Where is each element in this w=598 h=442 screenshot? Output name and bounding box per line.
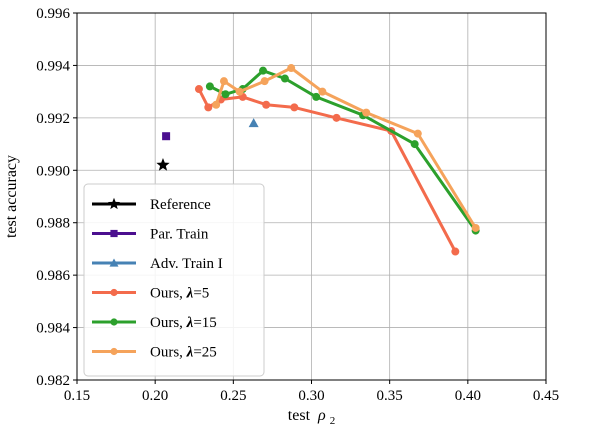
data-point [235,87,244,96]
ticks: 0.15 0.20 0.25 0.30 0.35 0.40 0.45 0.982 0.984 0.… [36,6,559,404]
legend-entry: Par. Train [92,227,209,243]
x-tick-label: 0.35 [377,388,403,404]
x-tick-label: 0.15 [64,388,90,404]
x-axis-label-text: test [288,407,311,424]
lambda-symbol: λ [186,286,194,302]
x-tick-label: 0.20 [142,388,168,404]
legend-label: Ours, λ=25 [150,345,217,361]
x-tick-label: 0.40 [455,388,481,404]
legend-marker [108,197,120,210]
data-point [410,140,419,149]
lambda-symbol: λ [186,345,194,361]
series-0 [156,158,170,171]
data-point [259,66,268,75]
series-4 [205,66,480,235]
x-axis-label-subscript: 2 [330,415,336,427]
data-point [332,113,341,122]
y-tick-label: 0.996 [36,6,70,22]
data-point [162,132,171,141]
y-tick-label: 0.990 [36,163,70,179]
legend-marker [110,229,118,238]
legend-label: Par. Train [150,227,209,243]
legend-label-text: Par. Train [150,227,209,243]
data-point [194,85,203,94]
legend-label-text: Reference [150,197,211,213]
y-tick-label: 0.988 [36,216,70,232]
series-layer [156,64,480,256]
data-point [205,82,214,91]
legend-entry: Reference [92,197,211,213]
y-tick-label: 0.982 [36,373,70,389]
legend-entry: Adv. Train I [92,256,223,272]
legend-marker [110,288,118,297]
data-point [262,100,271,109]
data-point [248,118,259,128]
data-point [219,77,228,86]
data-point [287,64,296,73]
legend-label: Adv. Train I [150,256,223,272]
lambda-symbol: λ [186,315,194,331]
legend-label: Ours, λ=15 [150,315,217,331]
data-point [260,77,269,86]
data-point [312,92,321,101]
legend-marker [110,318,118,326]
data-point [451,247,460,256]
y-tick-label: 0.994 [36,58,70,74]
y-tick-label: 0.992 [36,111,70,127]
data-point [413,129,422,138]
data-point [318,87,327,96]
x-tick-label: 0.45 [533,388,559,404]
legend-entry: Ours, λ=5 [92,286,209,302]
legend-label-text: Ours, [150,315,187,331]
y-tick-label: 0.986 [36,268,70,284]
legend-label-value: =5 [193,286,209,302]
legend-marker [109,258,119,267]
x-axis-label: test ρ 2 [288,407,335,427]
data-point [156,158,170,171]
data-point [204,103,213,112]
legend-label: Reference [150,197,211,213]
x-axis-label-symbol: ρ [317,407,326,424]
data-point [212,100,221,109]
legend-label-value: =25 [193,345,216,361]
legend-label-text: Adv. Train I [150,256,223,272]
legend-entry: Ours, λ=15 [92,315,217,331]
data-point [471,223,480,232]
y-axis-label: test accuracy [3,155,20,238]
x-tick-label: 0.25 [220,388,246,404]
x-tick-label: 0.30 [298,388,324,404]
data-point [280,74,289,83]
series-2 [248,118,259,128]
legend-label: Ours, λ=5 [150,286,209,302]
series-5 [212,64,480,232]
legend-entry: Ours, λ=25 [92,345,217,361]
legend-label-text: Ours, [150,345,187,361]
data-point [221,90,230,99]
y-tick-label: 0.984 [36,321,70,337]
series-1 [162,132,171,141]
data-point [290,103,299,112]
legend-label-value: =15 [193,315,216,331]
legend-marker [110,347,118,356]
data-point [362,108,371,117]
legend-label-text: Ours, [150,286,187,302]
